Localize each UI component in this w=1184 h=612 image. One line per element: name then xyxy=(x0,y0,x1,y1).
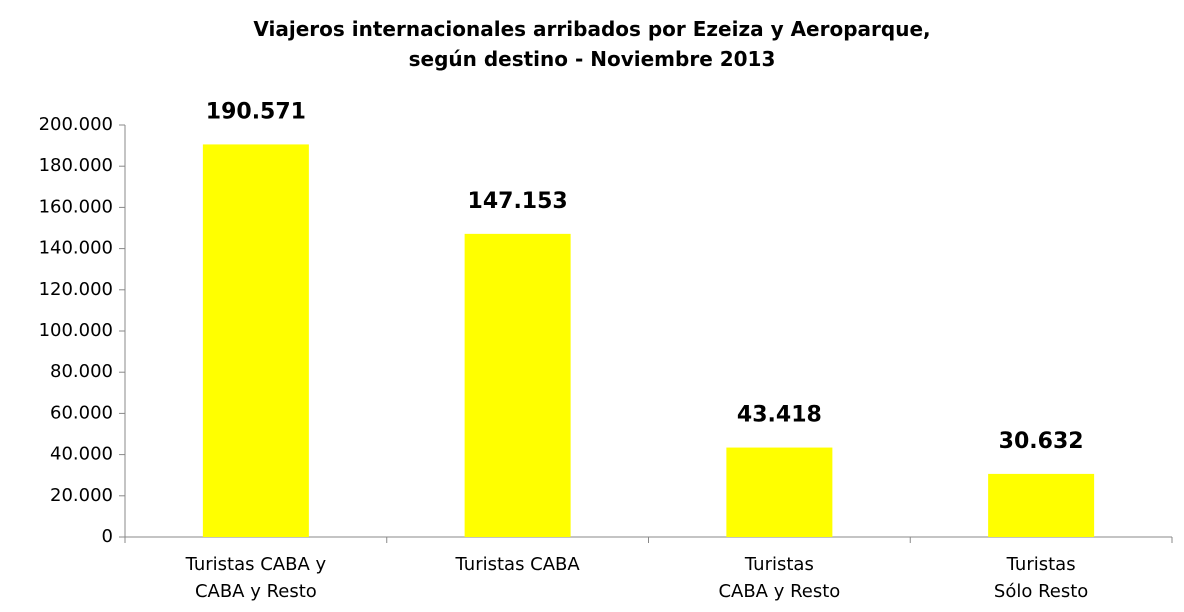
y-tick-label: 0 xyxy=(102,526,113,547)
y-tick-label: 180.000 xyxy=(39,155,113,176)
y-tick-label: 140.000 xyxy=(39,238,113,259)
data-label: 30.632 xyxy=(999,429,1084,454)
y-tick-label: 200.000 xyxy=(39,114,113,135)
bar xyxy=(726,447,833,537)
data-label: 147.153 xyxy=(468,189,568,214)
bar xyxy=(464,233,571,538)
chart-title: Viajeros internacionales arribados por E… xyxy=(253,17,931,71)
x-tick-label: Turistas CABA xyxy=(455,554,580,575)
y-tick-label: 120.000 xyxy=(39,279,113,300)
y-tick-label: 100.000 xyxy=(39,320,113,341)
data-label: 43.418 xyxy=(737,403,822,428)
x-tick-label: Turistas CABA y Resto xyxy=(718,554,841,602)
bar xyxy=(202,144,309,537)
x-tick-label: Turistas CABA y CABA y Resto xyxy=(185,554,327,602)
y-tick-label: 160.000 xyxy=(39,196,113,217)
y-tick-label: 40.000 xyxy=(50,444,113,465)
data-label: 190.571 xyxy=(206,99,306,124)
x-tick-label: Turistas Sólo Resto xyxy=(993,554,1089,602)
bar xyxy=(988,473,1095,537)
y-tick-label: 80.000 xyxy=(50,361,113,382)
y-tick-label: 20.000 xyxy=(50,485,113,506)
y-tick-label: 60.000 xyxy=(50,402,113,423)
